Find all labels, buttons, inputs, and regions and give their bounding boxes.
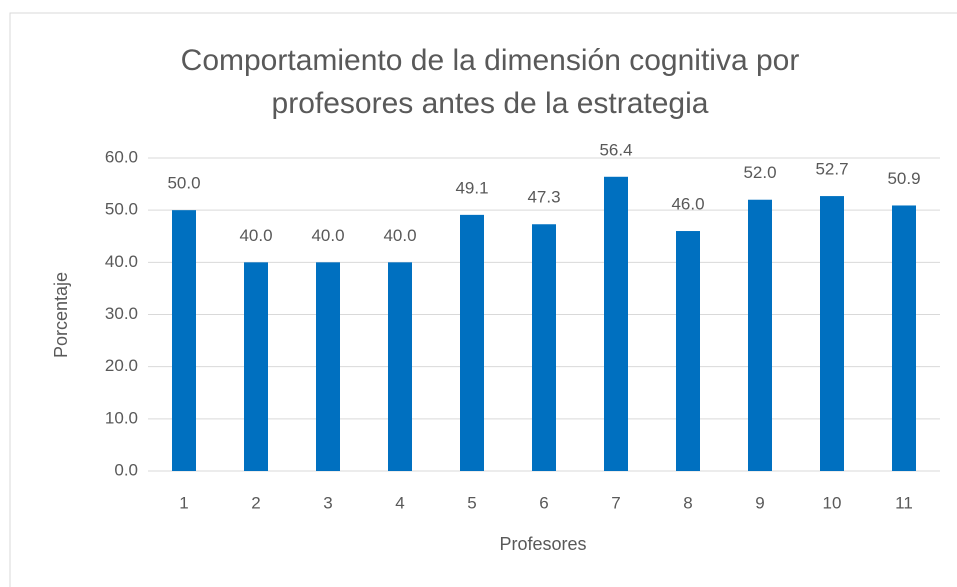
x-tick-label: 3 [323, 493, 332, 512]
data-label: 52.0 [743, 163, 776, 182]
y-tick-label: 60.0 [105, 147, 138, 166]
x-tick-label: 5 [467, 493, 476, 512]
data-label: 49.1 [455, 178, 488, 197]
data-label: 50.0 [167, 174, 200, 193]
bar [316, 262, 340, 471]
bar [460, 214, 484, 471]
y-tick-label: 40.0 [105, 252, 138, 271]
bar [820, 196, 844, 471]
y-tick-label: 30.0 [105, 304, 138, 323]
x-tick-label: 10 [823, 493, 842, 512]
x-tick-label: 7 [611, 493, 620, 512]
data-label: 47.3 [527, 188, 560, 207]
bar [388, 262, 412, 471]
data-label: 46.0 [671, 195, 704, 214]
bar [892, 205, 916, 471]
bar [172, 210, 196, 471]
x-tick-label: 6 [539, 493, 548, 512]
data-label: 52.7 [815, 160, 848, 179]
bar [604, 176, 628, 471]
x-tick-label: 1 [179, 493, 188, 512]
x-tick-label: 4 [395, 493, 404, 512]
x-tick-label: 9 [755, 493, 764, 512]
bar [676, 231, 700, 471]
data-label: 40.0 [383, 226, 416, 245]
x-tick-label: 11 [895, 493, 913, 512]
bar [532, 224, 556, 471]
data-label: 56.4 [599, 140, 632, 159]
y-axis-label: Porcentaje [51, 272, 71, 358]
y-tick-label: 50.0 [105, 200, 138, 219]
bar [748, 199, 772, 471]
y-tick-label: 10.0 [105, 408, 138, 427]
data-label: 40.0 [239, 226, 272, 245]
data-label: 40.0 [311, 226, 344, 245]
data-label: 50.9 [887, 169, 920, 188]
y-tick-label: 0.0 [114, 460, 138, 479]
bar [244, 262, 268, 471]
x-tick-label: 8 [683, 493, 692, 512]
title-line: Comportamiento de la dimensión cognitiva… [181, 44, 800, 77]
title-line: profesores antes de la estrategia [272, 87, 709, 120]
y-tick-label: 20.0 [105, 356, 138, 375]
x-axis-label: Profesores [499, 534, 586, 554]
chart-title: Comportamiento de la dimensión cognitiva… [181, 44, 800, 120]
x-tick-label: 2 [251, 493, 260, 512]
